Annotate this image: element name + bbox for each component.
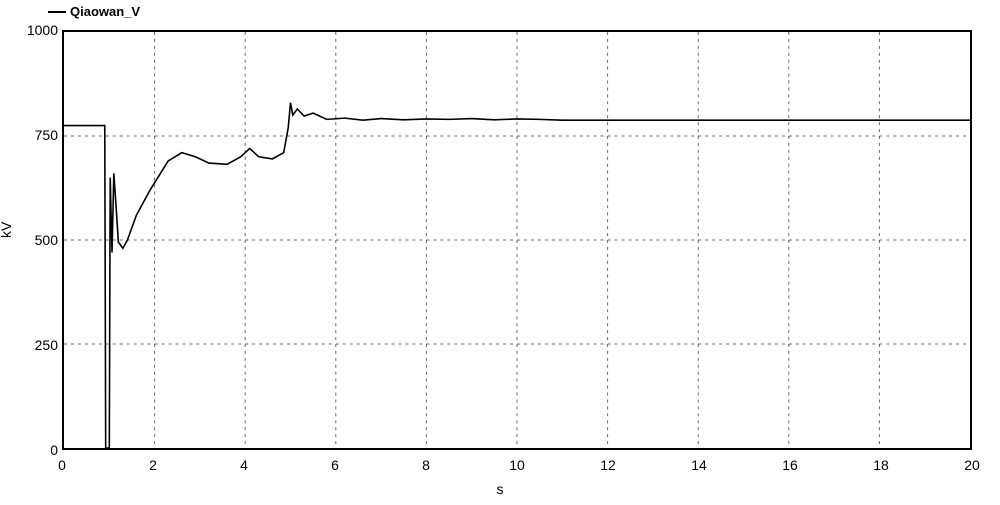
x-tick-label: 6 — [331, 457, 339, 473]
y-tick-label: 1000 — [27, 22, 58, 38]
legend-line-swatch — [48, 11, 66, 13]
chart-container: Qiaowan_V kV 0 250 500 750 1000 0 2 4 6 8 10 12 14 1… — [0, 0, 1000, 505]
legend-label: Qiaowan_V — [70, 4, 140, 19]
x-tick-label: 20 — [964, 457, 980, 473]
x-tick-label: 0 — [58, 457, 66, 473]
x-tick-label: 16 — [782, 457, 798, 473]
legend: Qiaowan_V — [48, 4, 140, 19]
plot-area — [62, 30, 972, 450]
x-tick-label: 4 — [240, 457, 248, 473]
y-tick-label: 250 — [35, 337, 58, 353]
x-axis-label: s — [497, 481, 504, 497]
x-tick-label: 8 — [422, 457, 430, 473]
x-tick-label: 10 — [509, 457, 525, 473]
y-tick-label: 0 — [50, 442, 58, 458]
x-tick-label: 14 — [691, 457, 707, 473]
y-axis-label: kV — [0, 222, 14, 238]
y-tick-label: 750 — [35, 127, 58, 143]
y-tick-label: 500 — [35, 232, 58, 248]
x-tick-label: 2 — [149, 457, 157, 473]
x-tick-label: 18 — [873, 457, 889, 473]
x-tick-label: 12 — [600, 457, 616, 473]
plot-svg — [64, 32, 970, 448]
